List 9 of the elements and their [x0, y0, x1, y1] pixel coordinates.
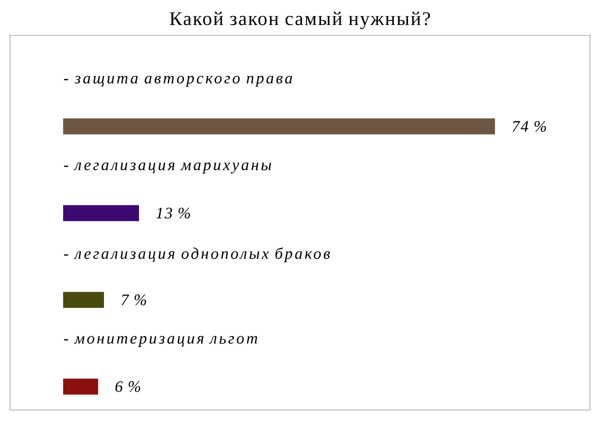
data-label: 13 % [156, 208, 190, 219]
chart-title: Какой закон самый нужный? [170, 12, 430, 30]
data-label: 7 % [122, 294, 146, 306]
data-label: 74 % [512, 120, 546, 132]
y-tick-label: - легализация марихуаны [64, 162, 272, 174]
data-label: 6 % [115, 381, 140, 392]
y-tick-label: - монитеризация льгот [64, 336, 258, 347]
y-tick-label: - легализация однополых браков [64, 247, 330, 262]
y-tick-label: - защита авторского права [64, 76, 292, 87]
